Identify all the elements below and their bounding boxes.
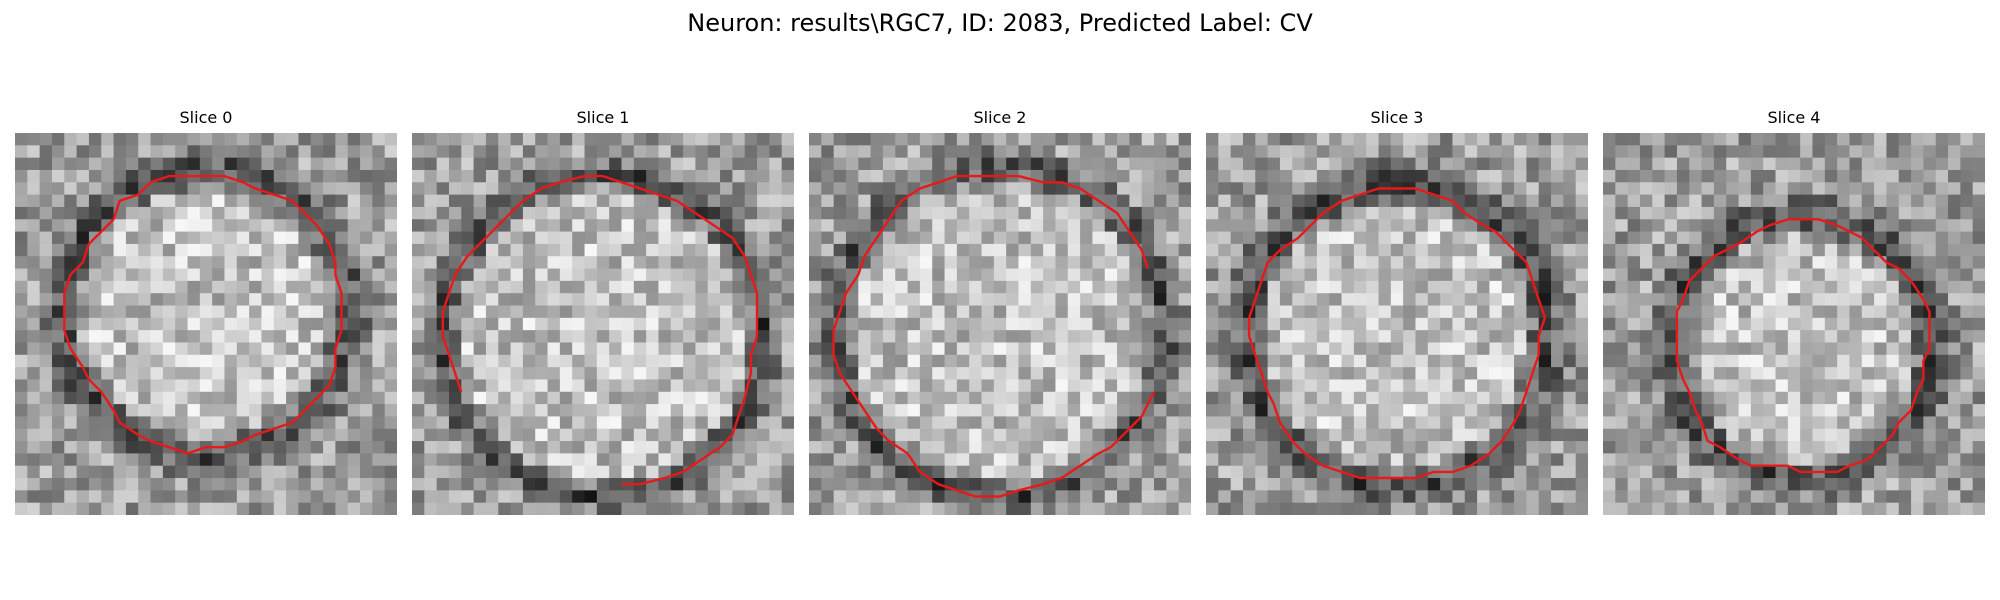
figure-title: Neuron: results\RGC7, ID: 2083, Predicte… <box>687 9 1313 37</box>
segmentation-contour <box>1247 187 1547 480</box>
slice-pixels <box>15 133 397 515</box>
microscopy-slice-image-2 <box>809 133 1191 515</box>
segmentation-contour <box>832 174 1156 498</box>
slice-pixels <box>1206 133 1588 515</box>
microscopy-slice-image-1 <box>412 133 794 515</box>
slice-title-0: Slice 0 <box>179 108 233 127</box>
microscopy-slice-image-4 <box>1603 133 1985 515</box>
slice-pixels <box>1603 133 1985 515</box>
microscopy-slice-image-0 <box>15 133 397 515</box>
microscopy-slice-image-3 <box>1206 133 1588 515</box>
slice-pixels <box>809 133 1191 515</box>
segmentation-contour <box>63 174 343 455</box>
segmentation-contour <box>1675 218 1931 474</box>
slice-title-3: Slice 3 <box>1370 108 1424 127</box>
slice-title-2: Slice 2 <box>973 108 1027 127</box>
slice-title-1: Slice 1 <box>576 108 630 127</box>
slice-pixels <box>412 133 794 515</box>
segmentation-contour <box>441 174 759 486</box>
slice-title-4: Slice 4 <box>1767 108 1821 127</box>
